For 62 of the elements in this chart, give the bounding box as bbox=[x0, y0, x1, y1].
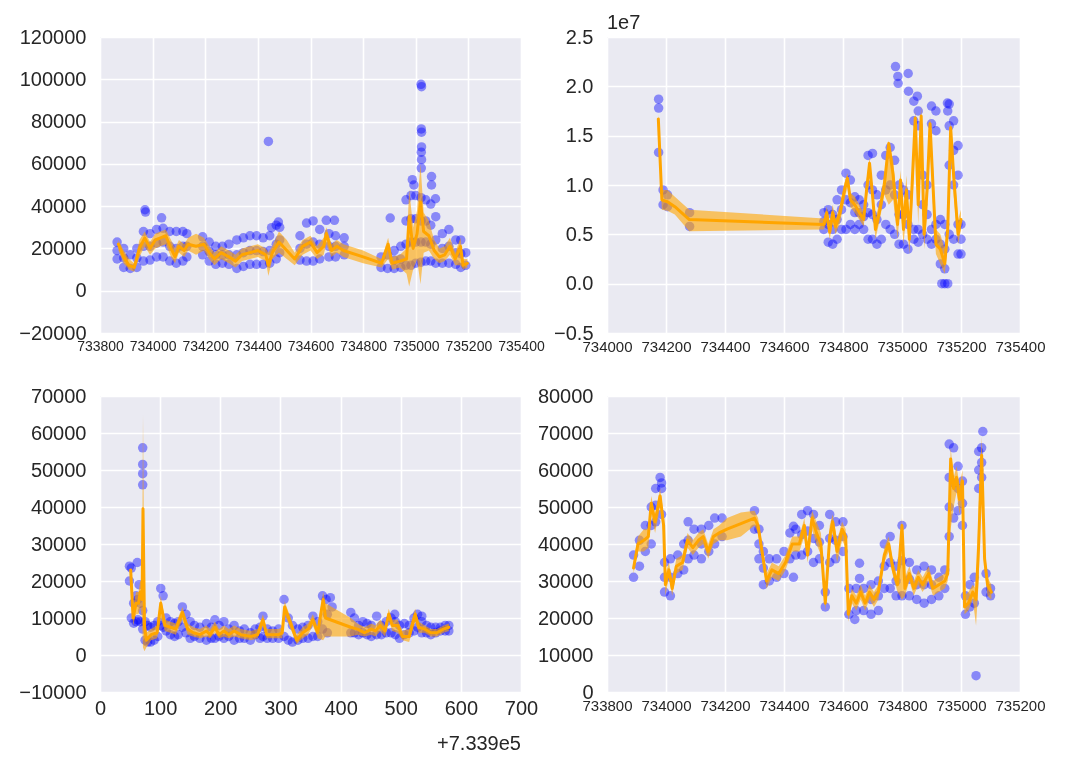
y-tick-label: 100000 bbox=[19, 67, 87, 90]
x-tick-label: 100 bbox=[143, 696, 178, 719]
y-tick-label: 20000 bbox=[30, 236, 87, 259]
x-tick-label: 300 bbox=[264, 696, 298, 719]
x-tick-label: 734800 bbox=[877, 696, 928, 714]
y-tick-label: 120000 bbox=[19, 25, 87, 48]
y-tick-label: 0 bbox=[75, 279, 87, 302]
x-tick-label: 500 bbox=[384, 696, 418, 719]
y-tick-label: 20000 bbox=[30, 569, 87, 592]
y-tick-label: 1.0 bbox=[565, 173, 594, 196]
y-tick-label: 30000 bbox=[30, 532, 87, 555]
y-tick-label: 10000 bbox=[30, 606, 87, 629]
x-tick-label: 734600 bbox=[287, 337, 335, 354]
y-tick-label: −10000 bbox=[19, 680, 87, 703]
y-tick-label: 40000 bbox=[537, 532, 594, 555]
x-tick-label: 734000 bbox=[129, 337, 177, 354]
y-tick-label: 60000 bbox=[30, 152, 87, 175]
text: +7.339e5 bbox=[437, 732, 521, 754]
x-tick-label: 200 bbox=[204, 696, 238, 719]
y-tick-label: 80000 bbox=[30, 110, 87, 133]
x-tick-label: 734200 bbox=[641, 337, 692, 355]
x-tick-label: 0 bbox=[94, 696, 107, 719]
x-tick-label: 735200 bbox=[936, 337, 987, 355]
x-tick-label: 734600 bbox=[759, 337, 810, 355]
y-tick-label: 60000 bbox=[537, 458, 594, 481]
y-tick-label: 50000 bbox=[537, 495, 594, 518]
x-tick-label: 734600 bbox=[818, 696, 869, 714]
y-tick-label: 10000 bbox=[537, 643, 594, 666]
y-tick-label: 50000 bbox=[30, 458, 87, 481]
x-tick-label: 734800 bbox=[340, 337, 388, 354]
x-tick-label: 600 bbox=[444, 696, 479, 719]
y-tick-label: 30000 bbox=[537, 569, 594, 592]
x-tick-label: 735400 bbox=[498, 337, 546, 354]
y-tick-label: 2.5 bbox=[565, 25, 594, 48]
x-tick-label: 734400 bbox=[700, 337, 751, 355]
y-tick-label: 70000 bbox=[30, 384, 87, 407]
y-tick-label: 0.0 bbox=[565, 272, 594, 295]
x-tick-label: 700 bbox=[504, 696, 539, 719]
x-tick-label: 734200 bbox=[182, 337, 230, 354]
y-tick-label: 20000 bbox=[537, 606, 594, 629]
y-tick-label: 40000 bbox=[30, 495, 87, 518]
y-tick-label: 0.5 bbox=[565, 222, 594, 245]
y-tick-label: 1.5 bbox=[565, 124, 594, 147]
x-tick-label: 400 bbox=[324, 696, 358, 719]
x-tick-label: 735200 bbox=[445, 337, 493, 354]
y-tick-label: 0 bbox=[75, 643, 87, 666]
x-tick-label: 734400 bbox=[235, 337, 282, 354]
y-tick-label: 60000 bbox=[30, 421, 87, 444]
x-tick-label: 735000 bbox=[877, 337, 928, 355]
x-tick-label: 734800 bbox=[818, 337, 869, 355]
x-tick-label: 735000 bbox=[936, 696, 987, 714]
text: 1e7 bbox=[607, 11, 641, 33]
x-tick-label: 735200 bbox=[995, 696, 1046, 714]
y-tick-label: 2.0 bbox=[565, 74, 594, 97]
x-tick-label: 735000 bbox=[392, 337, 440, 354]
x-tick-label: 735400 bbox=[995, 337, 1046, 355]
y-tick-label: 80000 bbox=[537, 384, 594, 407]
x-tick-label: 734200 bbox=[700, 696, 751, 714]
y-tick-label: 70000 bbox=[537, 421, 594, 444]
x-tick-label: 734400 bbox=[759, 696, 810, 714]
x-tick-label: 734000 bbox=[641, 696, 692, 714]
y-tick-label: 40000 bbox=[30, 194, 87, 217]
